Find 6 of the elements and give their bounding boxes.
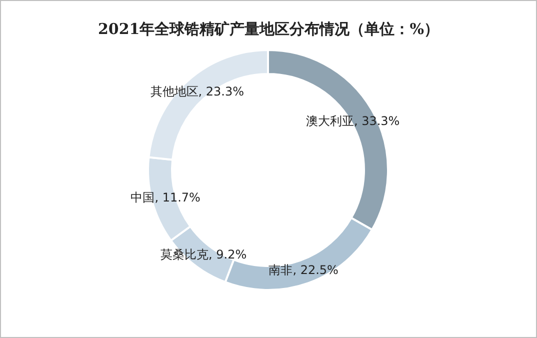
slice-label: 澳大利亚, 33.3% xyxy=(306,114,400,128)
slice-label: 莫桑比克, 9.2% xyxy=(160,247,247,262)
slice-label: 中国, 11.7% xyxy=(130,190,200,205)
chart-title: 2021年全球锆精矿产量地区分布情况（单位：%） xyxy=(98,20,440,38)
slice-label: 南非, 22.5% xyxy=(268,263,338,278)
slice-label: 其他地区, 23.3% xyxy=(150,84,244,98)
